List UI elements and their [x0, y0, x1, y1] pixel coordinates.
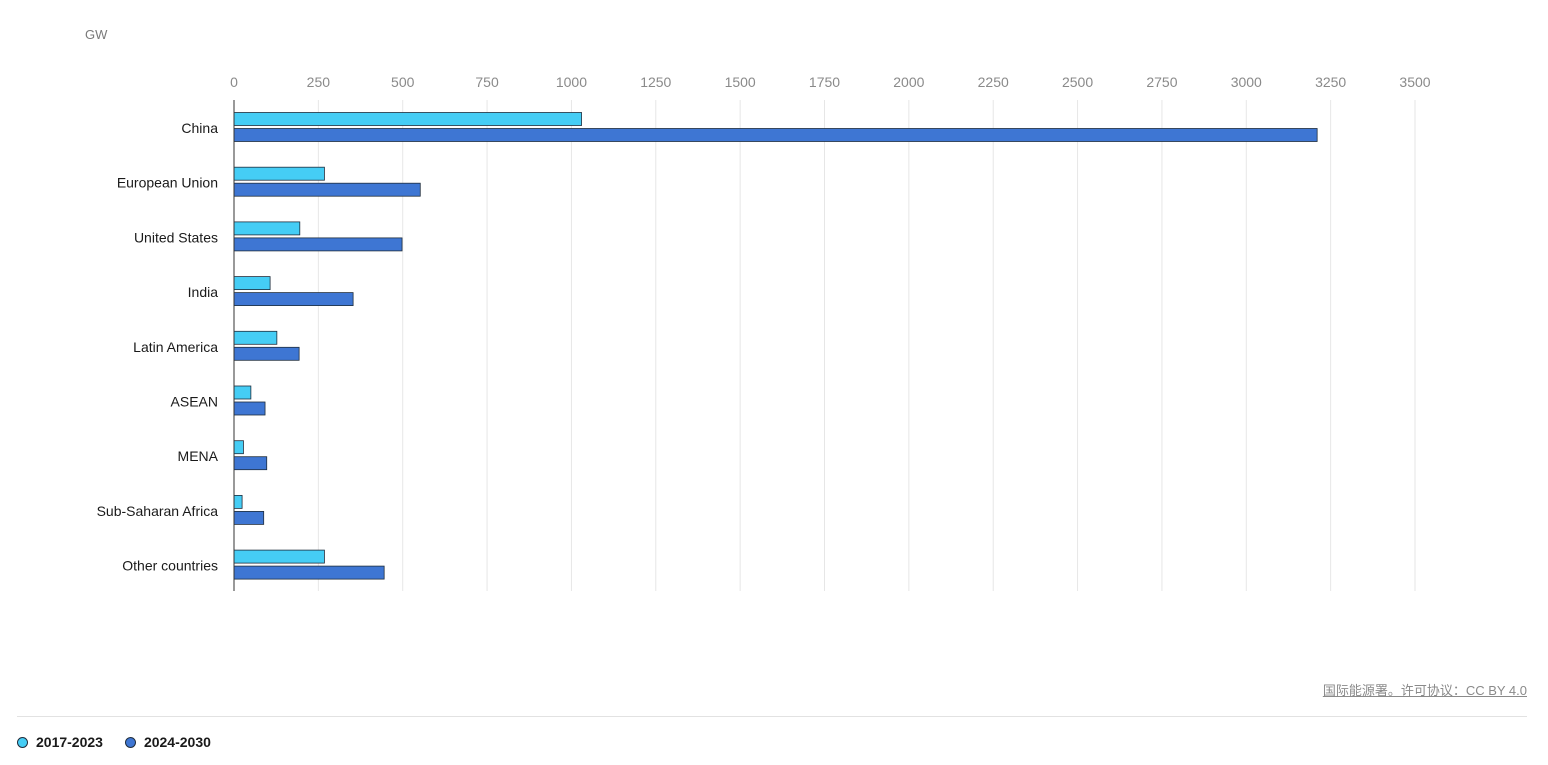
- bar-2024-2030[interactable]: [233, 182, 421, 197]
- x-tick-label: 2000: [893, 74, 924, 90]
- x-tick-label: 3250: [1315, 74, 1346, 90]
- source-license-link[interactable]: 国际能源署。许可协议：CC BY 4.0: [1322, 683, 1527, 698]
- category-label: United States: [134, 229, 218, 245]
- x-tick-label: 3500: [1399, 74, 1430, 90]
- x-tick-label: 750: [475, 74, 499, 90]
- bar-2017-2023[interactable]: [233, 549, 325, 564]
- unit-label: GW: [85, 27, 108, 42]
- x-tick-label: 1000: [556, 74, 587, 90]
- bar-2024-2030[interactable]: [233, 292, 354, 307]
- bar-2024-2030[interactable]: [233, 565, 385, 580]
- x-tick-label: 1500: [725, 74, 756, 90]
- bar-2017-2023[interactable]: [233, 276, 271, 291]
- bar-2017-2023[interactable]: [233, 221, 301, 236]
- legend-item-2017-2023[interactable]: 2017-2023: [17, 734, 103, 750]
- bar-2024-2030[interactable]: [233, 237, 403, 252]
- bar-2017-2023[interactable]: [233, 440, 244, 455]
- x-tick-label: 1750: [809, 74, 840, 90]
- x-tick-label: 500: [391, 74, 415, 90]
- x-tick-label: 3000: [1231, 74, 1262, 90]
- bar-2024-2030[interactable]: [233, 456, 268, 471]
- x-tick-label: 2750: [1146, 74, 1177, 90]
- legend-item-2024-2030[interactable]: 2024-2030: [124, 734, 211, 750]
- bar-2017-2023[interactable]: [233, 166, 325, 181]
- bars: [233, 112, 1318, 580]
- category-label: ASEAN: [171, 394, 218, 410]
- legend-label: 2024-2030: [143, 734, 211, 750]
- legend-label: 2017-2023: [36, 734, 103, 750]
- x-tick-label: 250: [307, 74, 331, 90]
- legend: 2017-2023 2024-2030: [17, 734, 211, 750]
- category-label: China: [181, 120, 218, 136]
- footer-divider: [17, 716, 1527, 717]
- bar-chart: 0 250 500 750 1000 1250 1500 1750 2000 2250 2500 27…: [97, 74, 1431, 591]
- grid-lines: [317, 100, 1416, 591]
- x-axis-ticks: 0 250 500 750 1000 1250 1500 1750 2000 2250 2500 27…: [230, 74, 1431, 90]
- x-tick-label: 0: [230, 74, 238, 90]
- legend-dot-icon: [124, 736, 136, 748]
- category-label: MENA: [178, 448, 219, 464]
- x-tick-label: 1250: [640, 74, 671, 90]
- category-label: Sub-Saharan Africa: [97, 503, 219, 519]
- x-tick-label: 2500: [1062, 74, 1093, 90]
- bar-2017-2023[interactable]: [233, 494, 243, 509]
- bar-2017-2023[interactable]: [233, 385, 252, 400]
- legend-dot-icon: [17, 736, 28, 748]
- category-label: Other countries: [122, 558, 218, 574]
- category-label: India: [188, 284, 219, 300]
- bar-2017-2023[interactable]: [233, 330, 278, 345]
- x-tick-label: 2250: [978, 74, 1009, 90]
- bar-2024-2030[interactable]: [233, 510, 265, 525]
- category-labels: China European Union United States India Lat…: [97, 120, 219, 574]
- bar-2024-2030[interactable]: [233, 346, 300, 361]
- category-label: European Union: [117, 175, 218, 191]
- bar-2024-2030[interactable]: [233, 401, 266, 416]
- bar-2024-2030[interactable]: [233, 128, 1318, 142]
- category-label: Latin America: [133, 339, 218, 355]
- bar-2017-2023[interactable]: [233, 112, 582, 126]
